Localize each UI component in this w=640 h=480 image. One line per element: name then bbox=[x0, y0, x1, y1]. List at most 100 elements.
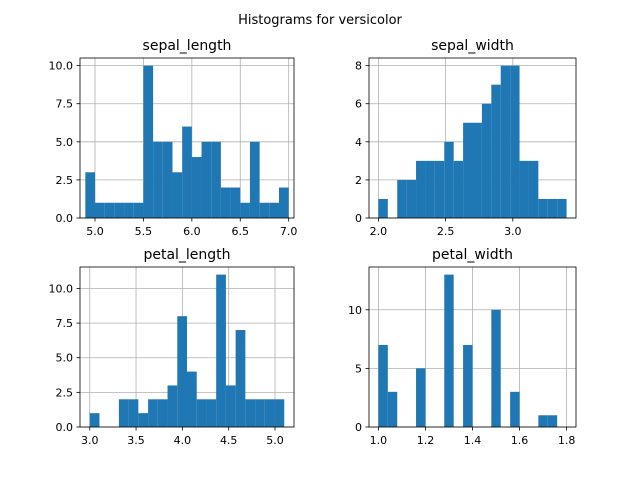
histogram-bar bbox=[138, 413, 149, 427]
y-tick-label: 0.0 bbox=[56, 421, 74, 434]
histogram-bar bbox=[406, 179, 417, 218]
histogram-panels: 5.0 5.5 6.0 6.5 7.0 0.0 2.5 5.0 7.5 10.0 sepal_len… bbox=[49, 38, 577, 447]
histogram-bar bbox=[201, 141, 212, 218]
histogram-bar bbox=[167, 385, 178, 427]
x-tick-label: 6.5 bbox=[232, 225, 250, 238]
histogram-bar bbox=[153, 141, 163, 218]
histogram-bar bbox=[85, 172, 96, 218]
histogram-bar bbox=[557, 198, 567, 218]
histogram-bar bbox=[397, 179, 407, 218]
histogram-bar bbox=[191, 157, 202, 218]
axes-frame bbox=[368, 57, 577, 219]
histogram-bar bbox=[444, 274, 454, 427]
y-tick-label: 10.0 bbox=[49, 282, 74, 295]
histogram-bar bbox=[510, 391, 520, 427]
histogram-bar bbox=[538, 415, 548, 427]
axes-frame bbox=[79, 57, 295, 219]
histogram-bar bbox=[434, 160, 445, 218]
x-tick-label: 1.8 bbox=[558, 434, 576, 447]
histogram-bar bbox=[206, 399, 217, 427]
x-tick-label: 1.2 bbox=[417, 434, 435, 447]
histogram-bar bbox=[416, 368, 426, 427]
histogram-bar bbox=[187, 371, 197, 427]
histogram-bar bbox=[538, 198, 548, 218]
y-tick-label: 6 bbox=[355, 98, 362, 111]
histogram-panel-sepal_length: 5.0 5.5 6.0 6.5 7.0 0.0 2.5 5.0 7.5 10.0 sepal_len… bbox=[49, 38, 298, 238]
histogram-bar bbox=[491, 309, 501, 427]
y-tick-label: 0 bbox=[355, 421, 362, 434]
x-tick-label: 2.0 bbox=[370, 225, 388, 238]
axes-frame bbox=[79, 266, 295, 428]
histogram-bars bbox=[89, 274, 285, 427]
histogram-bars bbox=[378, 65, 567, 219]
histogram-bar bbox=[172, 172, 183, 218]
x-tick-label: 1.6 bbox=[511, 434, 529, 447]
histogram-bar bbox=[274, 399, 285, 427]
x-tick-label: 4.0 bbox=[174, 434, 192, 447]
histogram-bar bbox=[387, 391, 398, 427]
histogram-bar bbox=[269, 202, 279, 218]
histogram-bar bbox=[240, 202, 250, 218]
histogram-bar bbox=[519, 160, 529, 218]
histogram-bar bbox=[133, 202, 144, 218]
panel-title: petal_width bbox=[432, 247, 513, 263]
y-tick-label: 7.5 bbox=[56, 317, 74, 330]
y-tick-label: 5 bbox=[355, 362, 362, 375]
histogram-bar bbox=[378, 198, 388, 218]
x-tick-label: 5.5 bbox=[135, 225, 153, 238]
x-tick-label: 5.0 bbox=[266, 434, 284, 447]
panel-title: petal_length bbox=[143, 247, 230, 263]
histogram-bar bbox=[128, 399, 139, 427]
histogram-bar bbox=[124, 202, 134, 218]
histogram-bar bbox=[162, 141, 173, 218]
x-tick-label: 3.5 bbox=[127, 434, 145, 447]
histogram-bar bbox=[230, 187, 241, 218]
x-tick-label: 7.0 bbox=[280, 225, 298, 238]
x-tick-label: 3.0 bbox=[81, 434, 99, 447]
histogram-bar bbox=[378, 344, 388, 427]
panel-title: sepal_width bbox=[431, 38, 514, 54]
figure-title: Histograms for versicolor bbox=[238, 13, 402, 28]
histogram-bar bbox=[157, 399, 168, 427]
histogram-bar bbox=[278, 187, 289, 218]
histogram-bar bbox=[245, 399, 256, 427]
histogram-bar bbox=[89, 413, 100, 427]
y-tick-label: 5.0 bbox=[56, 352, 74, 365]
histogram-bar bbox=[143, 65, 154, 218]
histogram-bar bbox=[118, 399, 129, 427]
histogram-bar bbox=[547, 198, 558, 218]
histogram-bar bbox=[500, 65, 511, 218]
histogram-bar bbox=[104, 202, 115, 218]
histogram-bar bbox=[211, 141, 221, 218]
y-tick-label: 10.0 bbox=[49, 60, 74, 73]
histogram-bar bbox=[463, 122, 473, 218]
histogram-bar bbox=[481, 103, 492, 218]
histogram-bar bbox=[416, 160, 426, 218]
histogram-bar bbox=[259, 202, 270, 218]
histogram-bar bbox=[114, 202, 125, 218]
histogram-bar bbox=[95, 202, 105, 218]
histogram-bar bbox=[547, 415, 558, 427]
histogram-panel-petal_width: 1.0 1.2 1.4 1.6 1.8 0 5 10 petal_width bbox=[348, 247, 577, 447]
y-tick-label: 10 bbox=[348, 304, 362, 317]
y-tick-label: 2 bbox=[355, 174, 362, 187]
x-tick-label: 5.0 bbox=[86, 225, 104, 238]
x-tick-label: 4.5 bbox=[220, 434, 238, 447]
histogram-bar bbox=[177, 316, 187, 427]
histogram-bar bbox=[249, 141, 260, 218]
x-tick-label: 3.0 bbox=[504, 225, 522, 238]
histogram-bar bbox=[148, 399, 158, 427]
histogram-bar bbox=[235, 330, 246, 427]
histogram-bar bbox=[444, 141, 454, 218]
x-tick-label: 1.4 bbox=[464, 434, 482, 447]
histogram-bar bbox=[196, 399, 207, 427]
y-tick-label: 7.5 bbox=[56, 98, 74, 111]
histogram-bar bbox=[453, 160, 464, 218]
x-tick-label: 2.5 bbox=[437, 225, 455, 238]
x-tick-label: 6.0 bbox=[183, 225, 201, 238]
histogram-bars bbox=[85, 65, 289, 218]
histogram-bar bbox=[463, 344, 473, 427]
y-tick-label: 8 bbox=[355, 60, 362, 73]
histogram-panel-petal_length: 3.0 3.5 4.0 4.5 5.0 0.0 2.5 5.0 7.5 10.0 petal_len… bbox=[49, 247, 295, 447]
